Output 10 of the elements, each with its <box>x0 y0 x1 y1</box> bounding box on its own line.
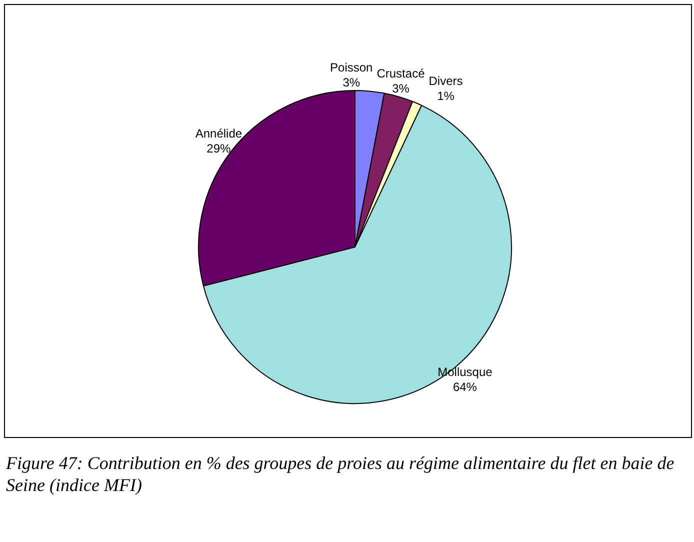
data-label: 3% <box>342 76 360 90</box>
slice-label: Annélide <box>195 126 242 141</box>
data-label: 3% <box>392 82 410 96</box>
slice-label: Divers <box>428 74 463 88</box>
data-label: 29% <box>206 142 232 156</box>
data-label: 64% <box>452 380 478 394</box>
slice-label: Poisson <box>330 60 373 75</box>
data-label: 1% <box>437 89 455 103</box>
slice-label: Crustacé <box>376 66 426 81</box>
caption: Figure 47: Contribution en % des groupes de proies au régime alimentaire du flet en baie de Seine (indice MFI) <box>6 452 676 496</box>
